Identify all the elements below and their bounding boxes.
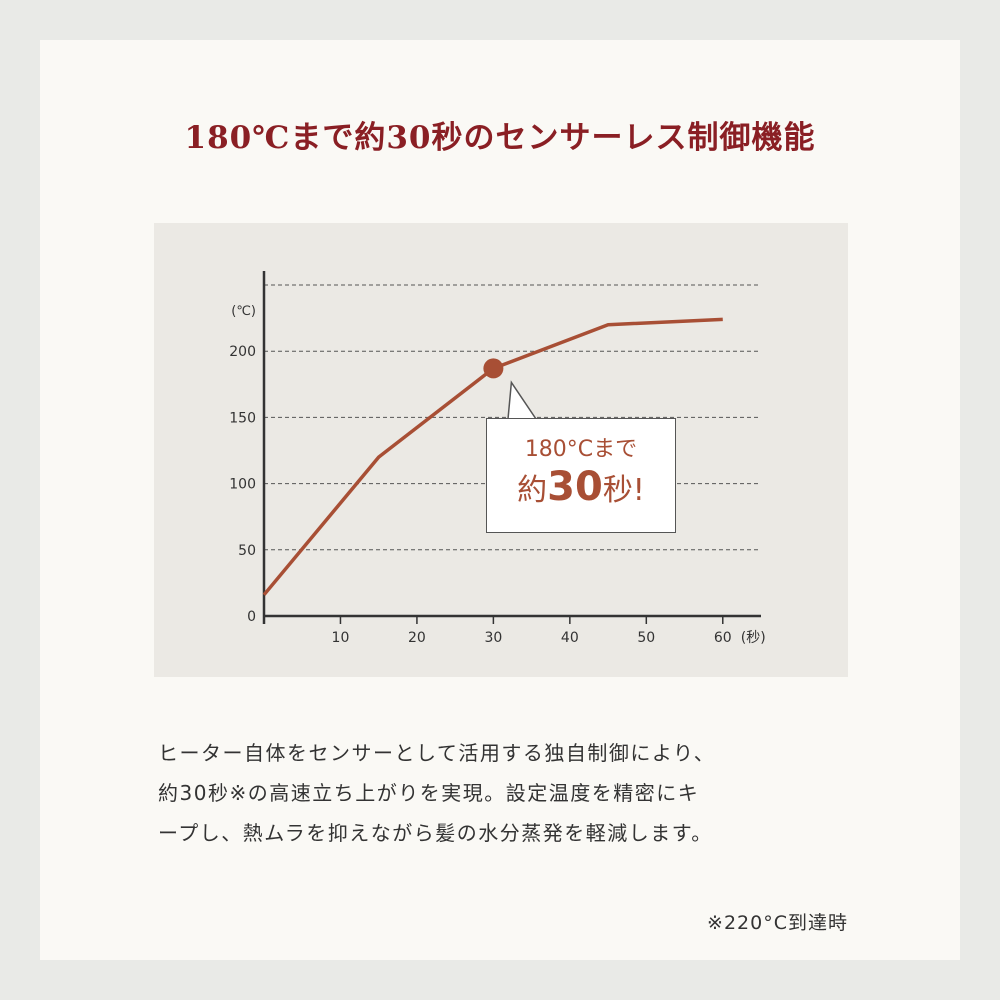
callout-pointer [507,380,538,420]
page-title: 180℃まで約30秒のセンサーレス制御機能 [184,120,816,156]
description-line: ヒーター自体をセンサーとして活用する独自制御により、 [158,741,716,765]
x-tick-label: 60 [714,630,732,646]
y-tick-label: 200 [229,344,256,360]
y-tick-label: 0 [247,609,256,625]
highlight-point [483,358,504,379]
y-tick-label: 150 [229,410,256,426]
x-tick-label: 40 [561,630,579,646]
temperature-chart: 0 50 100 150 200 (℃) 10 20 30 40 50 60 (秒) [229,271,766,646]
y-tick-label: 50 [238,543,256,559]
callout-box: 180°Cまで 約30秒! [486,418,676,533]
callout-line2: 約30秒! [487,465,675,513]
y-axis-label: (℃) [231,304,256,319]
x-tick-label: 10 [332,630,350,646]
callout-pre: 約 [517,473,548,508]
footnote: ※220°C到達時 [707,912,848,934]
y-tick-label: 100 [229,477,256,493]
x-axis-label: (秒) [741,630,766,646]
description-line: ープし、熱ムラを抑えながら髪の水分蒸発を軽減します。 [158,821,713,845]
x-tick-label: 50 [637,630,655,646]
callout-post: 秒! [602,473,645,508]
x-tick-label: 20 [408,630,426,646]
callout-line1: 180°Cまで [524,437,638,462]
x-tick-label: 30 [484,630,502,646]
callout-number: 30 [547,464,603,510]
description-line: 約30秒※の高速立ち上がりを実現。設定温度を精密にキ [158,781,700,805]
description: ヒーター自体をセンサーとして活用する独自制御により、 約30秒※の高速立ち上がり… [158,733,858,853]
